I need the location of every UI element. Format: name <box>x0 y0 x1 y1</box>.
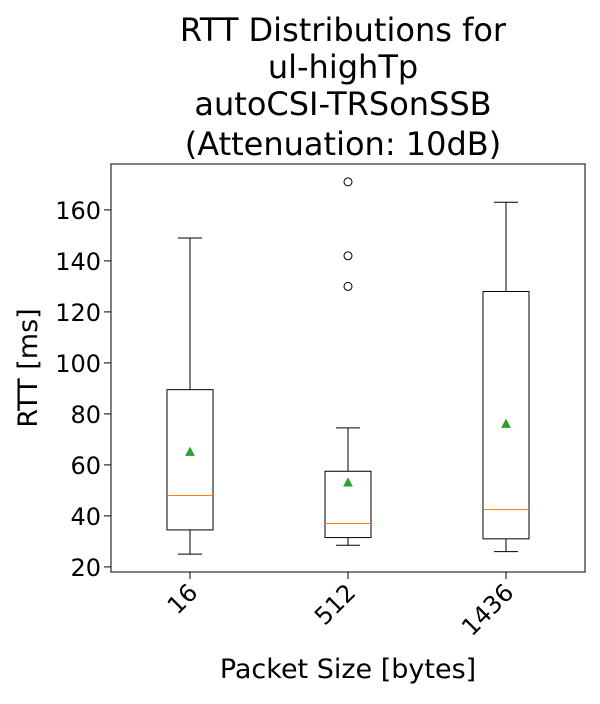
y-tick-label: 80 <box>70 401 101 429</box>
mean-marker <box>185 446 195 456</box>
plot-area-frame <box>110 163 586 573</box>
box-1436 <box>482 201 530 553</box>
y-tick-label: 100 <box>55 350 101 378</box>
y-tick-label: 40 <box>70 503 101 531</box>
box-512 <box>324 177 372 546</box>
outlier-point <box>343 251 353 261</box>
x-axis: 16 512 1436 <box>162 572 519 641</box>
box-16 <box>166 237 214 555</box>
iqr-box <box>324 470 372 539</box>
x-tick-label: 512 <box>309 578 361 630</box>
x-tick-label: 16 <box>162 578 203 619</box>
y-tick-label: 60 <box>70 452 101 480</box>
y-tick-label: 20 <box>70 554 101 582</box>
chart-title-line-2: ul-highTp <box>268 48 418 86</box>
outlier-point <box>343 177 353 187</box>
box-series <box>166 177 530 555</box>
y-tick-label: 120 <box>55 299 101 327</box>
mean-marker <box>501 418 511 428</box>
y-tick-label: 160 <box>55 197 101 225</box>
outlier-point <box>343 281 353 291</box>
iqr-box <box>482 291 530 540</box>
mean-marker <box>343 477 353 487</box>
chart-title-line-4: (Attenuation: 10dB) <box>185 125 501 163</box>
chart-title-line-3: autoCSI-TRSonSSB <box>194 85 491 123</box>
chart-title: RTT Distributions for ul-highTp autoCSI-… <box>180 11 507 163</box>
x-axis-label: Packet Size [bytes] <box>220 654 476 685</box>
x-tick-label: 1436 <box>456 578 519 641</box>
iqr-box <box>166 389 214 531</box>
y-axis: 20 40 60 80 100 120 140 160 <box>55 197 111 582</box>
chart-title-line-1: RTT Distributions for <box>180 11 507 49</box>
y-axis-label: RTT [ms] <box>13 308 44 427</box>
y-tick-label: 140 <box>55 248 101 276</box>
